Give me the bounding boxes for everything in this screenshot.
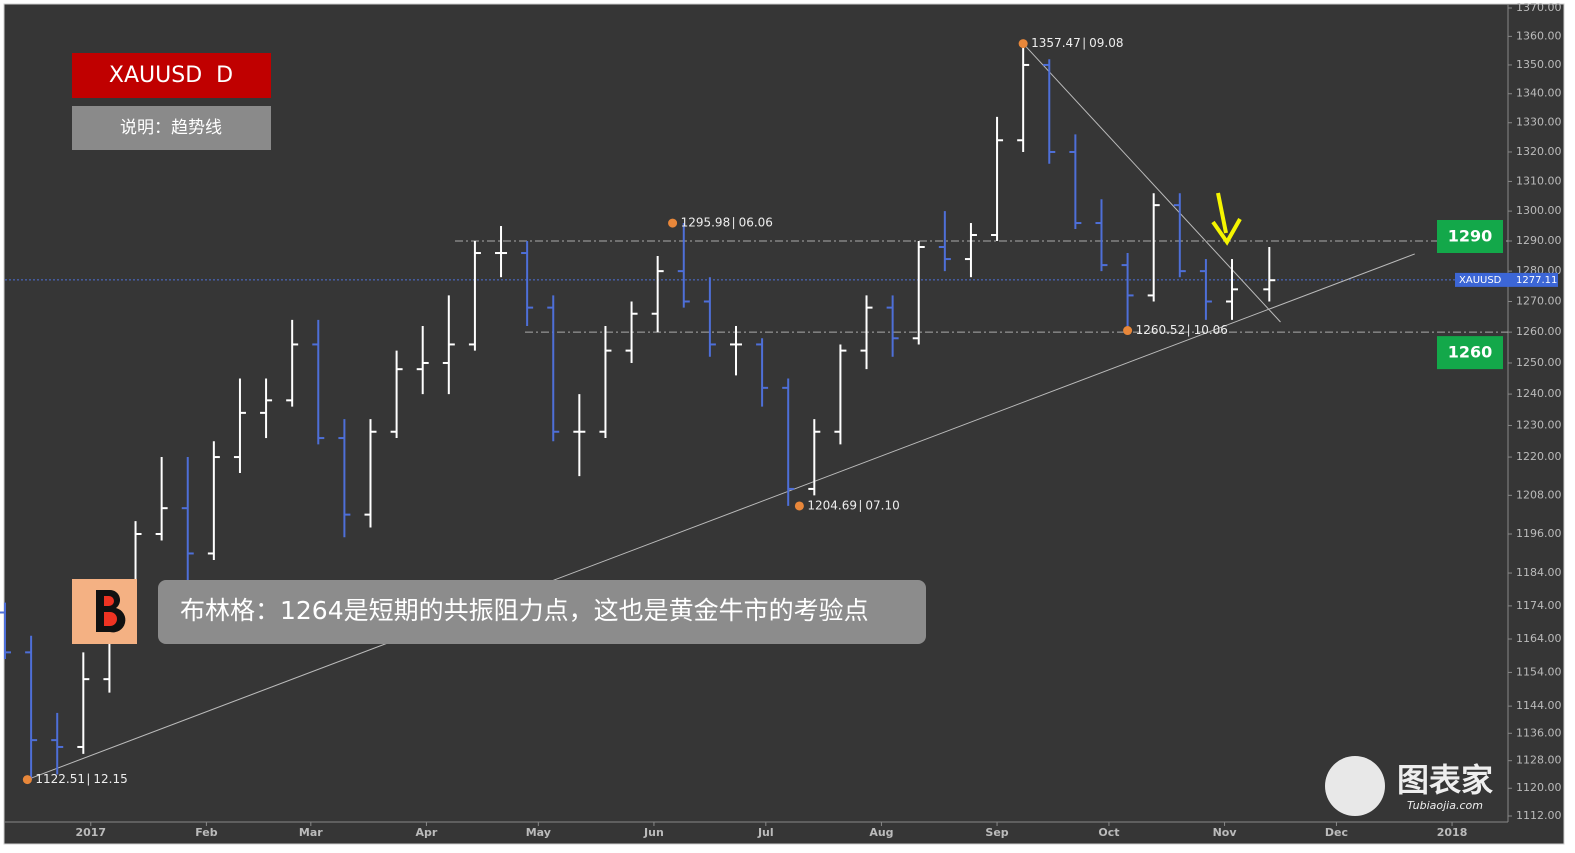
marker-value: 1122.51 xyxy=(35,772,85,786)
marker-value: 1295.98 xyxy=(681,216,731,230)
watermark-name: 图表家 xyxy=(1397,761,1493,799)
marker-date: 06.06 xyxy=(739,216,773,230)
y-tick-label: 1320.00 xyxy=(1516,145,1562,158)
y-tick-label: 1174.00 xyxy=(1516,599,1562,612)
x-tick-label: Nov xyxy=(1213,826,1238,839)
annotation-box xyxy=(158,580,926,644)
title-box xyxy=(72,53,271,98)
trendline xyxy=(1022,43,1281,323)
y-tick-label: 1120.00 xyxy=(1516,781,1562,794)
level-box xyxy=(1437,336,1503,370)
y-tick-label: 1360.00 xyxy=(1516,29,1562,42)
trendline xyxy=(27,253,1415,781)
x-tick-label: 2018 xyxy=(1437,826,1468,839)
logo-icon-inner xyxy=(104,596,117,626)
marker-dot xyxy=(1018,39,1028,49)
level-label: 1290 xyxy=(1448,227,1493,246)
y-tick-label: 1196.00 xyxy=(1516,527,1562,540)
subtitle-box xyxy=(72,106,271,150)
y-tick-label: 1230.00 xyxy=(1516,418,1562,431)
watermark-icon xyxy=(1325,756,1385,816)
watermark-site: Tubiaojia.com xyxy=(1407,799,1483,812)
highlight-arrow xyxy=(1211,192,1242,246)
y-tick-label: 1370.00 xyxy=(1516,1,1562,14)
x-tick-label: Dec xyxy=(1325,826,1348,839)
marker-dot xyxy=(668,218,678,228)
y-tick-label: 1144.00 xyxy=(1516,699,1562,712)
last-price-box xyxy=(1455,272,1558,287)
y-tick-label: 1112.00 xyxy=(1516,809,1562,822)
x-tick-label: Aug xyxy=(869,826,893,839)
y-tick-label: 1164.00 xyxy=(1516,632,1562,645)
y-tick-label: 1136.00 xyxy=(1516,726,1562,739)
x-tick-label: May xyxy=(526,826,551,839)
annotation-text: 布林格：1264是短期的共振阻力点，这也是黄金牛市的考验点 xyxy=(180,596,869,625)
x-tick-label: Jun xyxy=(643,826,664,839)
last-price-value: 1277.11 xyxy=(1516,275,1557,286)
x-tick-label: 2017 xyxy=(75,826,106,839)
marker-value: 1260.52 xyxy=(1136,323,1186,337)
x-tick-label: Apr xyxy=(416,826,438,839)
x-tick-label: Sep xyxy=(985,826,1008,839)
level-box xyxy=(1437,220,1503,254)
level-label: 1260 xyxy=(1448,343,1493,362)
y-tick-label: 1128.00 xyxy=(1516,754,1562,767)
chart-subtitle: 说明：趋势线 xyxy=(120,118,222,138)
x-tick-label: Jul xyxy=(757,826,774,839)
y-tick-label: 1220.00 xyxy=(1516,450,1562,463)
y-tick-label: 1300.00 xyxy=(1516,204,1562,217)
y-tick-label: 1270.00 xyxy=(1516,295,1562,308)
marker-dot xyxy=(22,775,32,785)
marker-dot xyxy=(794,501,804,511)
x-tick-label: Mar xyxy=(299,826,323,839)
last-price-name: XAUUSD xyxy=(1459,275,1502,286)
marker-date: 09.08 xyxy=(1089,36,1123,50)
chart-title: XAUUSD D xyxy=(109,63,233,88)
marker-date: 12.15 xyxy=(93,772,127,786)
marker-value: 1204.69 xyxy=(807,498,857,512)
x-tick-label: Oct xyxy=(1098,826,1119,839)
x-tick-label: Feb xyxy=(195,826,218,839)
y-tick-label: 1330.00 xyxy=(1516,116,1562,129)
y-tick-label: 1260.00 xyxy=(1516,325,1562,338)
logo-icon xyxy=(96,590,126,633)
y-tick-label: 1154.00 xyxy=(1516,665,1562,678)
y-tick-label: 1310.00 xyxy=(1516,174,1562,187)
marker-date: 07.10 xyxy=(865,498,899,512)
y-tick-label: 1350.00 xyxy=(1516,58,1562,71)
y-tick-label: 1340.00 xyxy=(1516,87,1562,100)
plot: 1112.00 1120.00 1128.00 1136.00 1144.00 1154.… xyxy=(0,1,1562,839)
marker-dot xyxy=(1123,326,1133,336)
y-tick-label: 1208.00 xyxy=(1516,488,1562,501)
y-tick-label: 1184.00 xyxy=(1516,566,1562,579)
marker-date: 10.06 xyxy=(1194,323,1228,337)
y-tick-label: 1290.00 xyxy=(1516,234,1562,247)
y-tick-label: 1240.00 xyxy=(1516,387,1562,400)
marker-value: 1357.47 xyxy=(1031,36,1081,50)
y-tick-label: 1250.00 xyxy=(1516,356,1562,369)
